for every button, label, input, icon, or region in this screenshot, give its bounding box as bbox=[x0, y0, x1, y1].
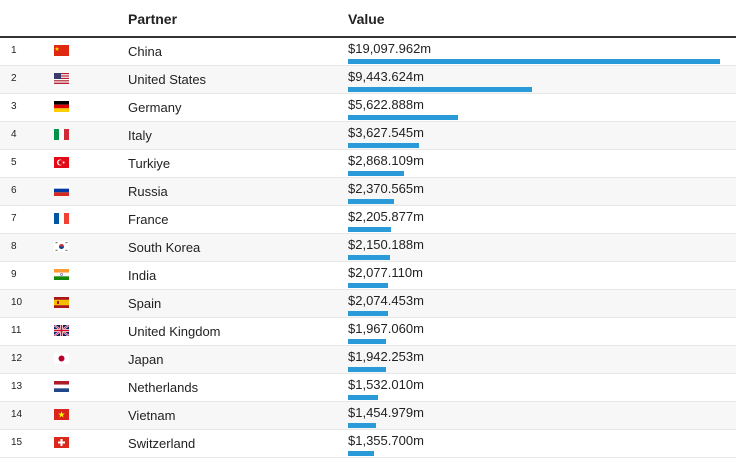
value-column-header[interactable]: Value bbox=[348, 11, 385, 27]
india-flag-icon bbox=[54, 269, 69, 280]
netherlands-flag-icon bbox=[54, 381, 69, 392]
spain-flag-icon bbox=[54, 297, 69, 308]
rank-number: 11 bbox=[11, 325, 22, 336]
table-row[interactable]: 9 India $2,077.110m bbox=[0, 262, 736, 290]
value-label: $3,627.545m bbox=[348, 125, 424, 140]
value-label: $1,532.010m bbox=[348, 377, 424, 392]
rank-number: 8 bbox=[11, 241, 17, 252]
partner-name: Turkiye bbox=[128, 156, 171, 171]
value-label: $1,942.253m bbox=[348, 349, 424, 364]
value-label: $2,205.877m bbox=[348, 209, 424, 224]
rank-number: 13 bbox=[11, 381, 23, 392]
rank-number: 12 bbox=[11, 353, 23, 364]
value-bar bbox=[348, 283, 388, 288]
value-bar bbox=[348, 339, 386, 344]
value-label: $2,077.110m bbox=[348, 265, 423, 280]
rank-number: 2 bbox=[11, 73, 17, 84]
table-row[interactable]: 8 South Korea $2,150.188m bbox=[0, 234, 736, 262]
partner-name: Italy bbox=[128, 128, 152, 143]
table-row[interactable]: 14 Vietnam $1,454.979m bbox=[0, 402, 736, 430]
united-states-flag-icon bbox=[54, 73, 69, 84]
value-label: $19,097.962m bbox=[348, 41, 432, 56]
value-bar bbox=[348, 395, 378, 400]
table-row[interactable]: 4 Italy $3,627.545m bbox=[0, 122, 736, 150]
rank-number: 15 bbox=[11, 437, 23, 448]
rank-number: 6 bbox=[11, 185, 17, 196]
partner-name: Germany bbox=[128, 100, 182, 115]
table-row[interactable]: 13 Netherlands $1,532.010m bbox=[0, 374, 736, 402]
value-label: $5,622.888m bbox=[348, 97, 424, 112]
table-row[interactable]: 7 France $2,205.877m bbox=[0, 206, 736, 234]
value-bar bbox=[348, 255, 390, 260]
partner-name: Switzerland bbox=[128, 436, 196, 451]
value-label: $2,868.109m bbox=[348, 153, 424, 168]
table-row[interactable]: 3 Germany $5,622.888m bbox=[0, 94, 736, 122]
france-flag-icon bbox=[54, 213, 69, 224]
rank-number: 10 bbox=[11, 297, 23, 308]
partner-name: South Korea bbox=[128, 240, 201, 255]
partner-name: Japan bbox=[128, 352, 164, 367]
table-row[interactable]: 2 United States $9,443.624m bbox=[0, 66, 736, 94]
value-bar bbox=[348, 87, 532, 92]
rank-number: 14 bbox=[11, 409, 23, 420]
value-bar bbox=[348, 199, 394, 204]
value-label: $1,454.979m bbox=[348, 405, 424, 420]
japan-flag-icon bbox=[54, 353, 69, 364]
table-row[interactable]: 6 Russia $2,370.565m bbox=[0, 178, 736, 206]
partner-name: Vietnam bbox=[128, 408, 176, 423]
china-flag-icon bbox=[54, 45, 69, 56]
value-bar bbox=[348, 59, 720, 64]
rank-number: 7 bbox=[11, 213, 17, 224]
germany-flag-icon bbox=[54, 101, 69, 112]
table-row[interactable]: 11 United Kingdom $1,967.060m bbox=[0, 318, 736, 346]
switzerland-flag-icon bbox=[54, 437, 69, 448]
rank-number: 1 bbox=[11, 45, 17, 56]
partner-name: Russia bbox=[128, 184, 168, 199]
value-bar bbox=[348, 451, 374, 456]
value-label: $2,370.565m bbox=[348, 181, 424, 196]
value-label: $2,150.188m bbox=[348, 237, 424, 252]
table-row[interactable]: 12 Japan $1,942.253m bbox=[0, 346, 736, 374]
turkiye-flag-icon bbox=[54, 157, 69, 168]
partner-name: France bbox=[128, 212, 169, 227]
vietnam-flag-icon bbox=[54, 409, 69, 420]
partner-name: Spain bbox=[128, 296, 162, 311]
value-label: $2,074.453m bbox=[348, 293, 424, 308]
partner-table-body: 1 China $19,097.962m 2 United States $9,443.6… bbox=[0, 38, 736, 458]
rank-number: 3 bbox=[11, 101, 17, 112]
value-bar bbox=[348, 423, 376, 428]
rank-number: 9 bbox=[11, 269, 17, 280]
value-bar bbox=[348, 143, 419, 148]
south-korea-flag-icon bbox=[54, 241, 69, 252]
russia-flag-icon bbox=[54, 185, 69, 196]
partner-name: India bbox=[128, 268, 157, 283]
italy-flag-icon bbox=[54, 129, 69, 140]
value-bar bbox=[348, 115, 458, 120]
table-row[interactable]: 15 Switzerland $1,355.700m bbox=[0, 430, 736, 458]
table-row[interactable]: 10 Spain $2,074.453m bbox=[0, 290, 736, 318]
table-header: Partner Value bbox=[0, 0, 736, 38]
partner-name: China bbox=[128, 44, 162, 59]
value-bar bbox=[348, 311, 388, 316]
value-bar bbox=[348, 171, 404, 176]
rank-number: 5 bbox=[11, 157, 17, 168]
table-row[interactable]: 1 China $19,097.962m bbox=[0, 38, 736, 66]
value-bar bbox=[348, 367, 386, 372]
rank-number: 4 bbox=[11, 129, 17, 140]
value-label: $1,967.060m bbox=[348, 321, 424, 336]
partner-column-header[interactable]: Partner bbox=[128, 11, 178, 27]
partner-name: United Kingdom bbox=[128, 324, 221, 339]
partner-name: United States bbox=[128, 72, 207, 87]
value-label: $9,443.624m bbox=[348, 69, 424, 84]
united-kingdom-flag-icon bbox=[54, 325, 69, 336]
value-bar bbox=[348, 227, 391, 232]
table-row[interactable]: 5 Turkiye $2,868.109m bbox=[0, 150, 736, 178]
partner-name: Netherlands bbox=[128, 380, 199, 395]
value-label: $1,355.700m bbox=[348, 433, 424, 448]
